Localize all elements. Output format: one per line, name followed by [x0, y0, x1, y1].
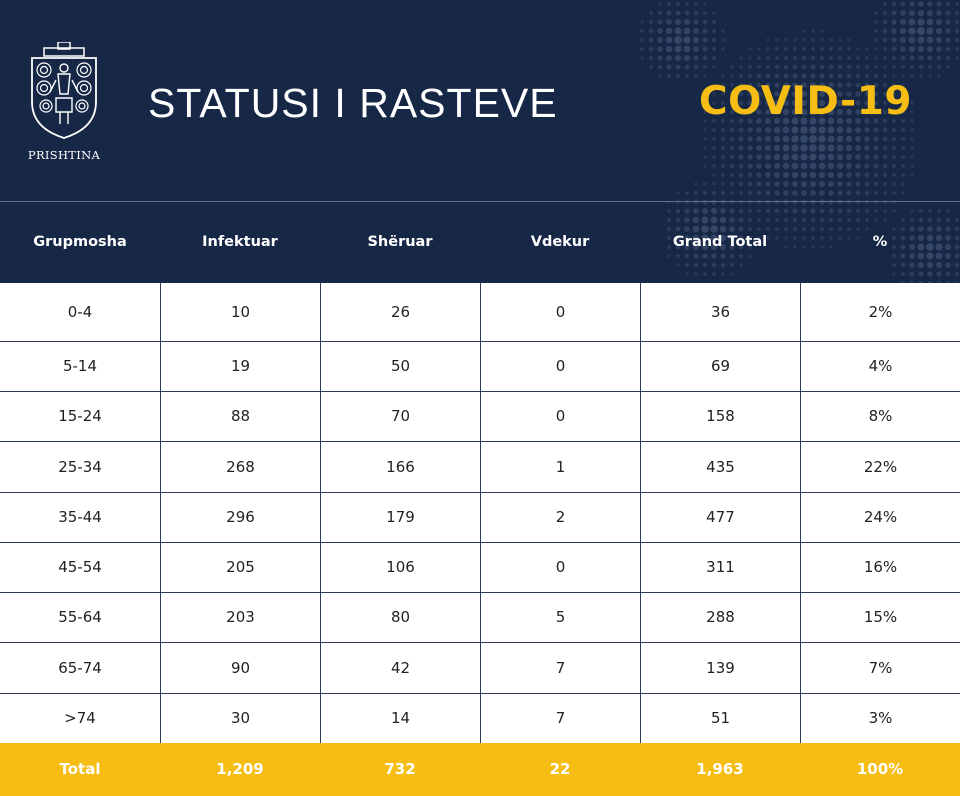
total-deceased: 22: [549, 760, 571, 778]
age-group-cell: 55-64: [58, 608, 102, 626]
page-title: STATUSI I RASTEVE: [148, 80, 558, 126]
virus-dots-icon: [640, 1, 960, 202]
age-group-cell: 0-4: [67, 303, 93, 321]
total-row: Total 1,209 732 22 1,963 100%: [0, 743, 960, 796]
infected-cell: 203: [160, 592, 320, 642]
header-divider: [0, 201, 960, 202]
percent-cell: 22%: [800, 441, 960, 492]
deceased-cell: 2: [480, 492, 640, 542]
recovered-cell: 26: [320, 283, 480, 341]
percent-cell: 3%: [800, 693, 960, 743]
grand-total-cell: 36: [640, 283, 800, 341]
prishtina-coat-of-arms-icon: [31, 42, 97, 139]
deceased-cell: 1: [480, 441, 640, 492]
percent-cell: 2%: [800, 283, 960, 341]
table-row: 35-44 296 179 2 477 24%: [0, 492, 960, 543]
recovered-cell: 14: [320, 693, 480, 743]
table-row: 5-14 19 50 0 69 4%: [0, 341, 960, 392]
deceased-cell: 0: [480, 283, 640, 341]
deceased-cell: 0: [480, 391, 640, 441]
recovered-cell: 179: [320, 492, 480, 542]
column-header-recovered: Shëruar: [367, 234, 433, 250]
infected-cell: 296: [160, 492, 320, 542]
infected-cell: 10: [160, 283, 320, 341]
infected-cell: 268: [160, 441, 320, 492]
covid-badge: COVID-19: [699, 79, 912, 124]
grand-total-cell: 139: [640, 642, 800, 693]
recovered-cell: 106: [320, 542, 480, 592]
age-group-cell: 15-24: [58, 407, 102, 425]
total-percent: 100%: [856, 760, 904, 778]
total-recovered: 732: [384, 760, 416, 778]
total-grand-total: 1,963: [696, 760, 744, 778]
table-row: >74 30 14 7 51 3%: [0, 693, 960, 743]
grand-total-cell: 158: [640, 391, 800, 441]
virus-dots-icon: [666, 202, 960, 283]
recovered-cell: 166: [320, 441, 480, 492]
age-group-cell: 25-34: [58, 457, 102, 476]
table-row: 65-74 90 42 7 139 7%: [0, 642, 960, 694]
age-group-cell: >74: [64, 709, 96, 727]
table-row: 55-64 203 80 5 288 15%: [0, 592, 960, 643]
percent-cell: 16%: [800, 542, 960, 592]
deceased-cell: 0: [480, 542, 640, 592]
recovered-cell: 70: [320, 391, 480, 441]
column-header-infected: Infektuar: [202, 234, 278, 250]
table-row: 15-24 88 70 0 158 8%: [0, 391, 960, 442]
deceased-cell: 0: [480, 341, 640, 391]
recovered-cell: 42: [320, 642, 480, 693]
recovered-cell: 50: [320, 341, 480, 391]
infected-cell: 30: [160, 693, 320, 743]
grand-total-cell: 477: [640, 492, 800, 542]
percent-cell: 4%: [800, 341, 960, 391]
total-label: Total: [59, 760, 101, 778]
grand-total-cell: 51: [640, 693, 800, 743]
percent-cell: 7%: [800, 642, 960, 693]
infected-cell: 205: [160, 542, 320, 592]
table-header: Grupmosha Infektuar Shëruar Vdekur Grand…: [0, 202, 960, 283]
deceased-cell: 5: [480, 592, 640, 642]
age-group-cell: 5-14: [62, 357, 98, 375]
percent-cell: 8%: [800, 391, 960, 441]
grand-total-cell: 288: [640, 592, 800, 642]
logo-caption: PRISHTINA: [27, 148, 101, 162]
age-group-cell: 65-74: [58, 658, 102, 677]
deceased-cell: 7: [480, 642, 640, 693]
column-header-age-group: Grupmosha: [33, 234, 127, 250]
percent-cell: 15%: [800, 592, 960, 642]
infected-cell: 19: [160, 341, 320, 391]
column-header-percent: %: [872, 234, 888, 250]
grand-total-cell: 435: [640, 441, 800, 492]
deceased-cell: 7: [480, 693, 640, 743]
column-header-deceased: Vdekur: [530, 234, 590, 250]
header-banner: PRISHTINA STATUSI I RASTEVE COVID-19: [0, 0, 960, 202]
age-group-cell: 35-44: [58, 508, 102, 526]
table-row: 25-34 268 166 1 435 22%: [0, 441, 960, 493]
age-group-cell: 45-54: [58, 558, 102, 576]
grand-total-cell: 311: [640, 542, 800, 592]
grand-total-cell: 69: [640, 341, 800, 391]
percent-cell: 24%: [800, 492, 960, 542]
total-infected: 1,209: [216, 760, 264, 778]
table-row: 0-4 10 26 0 36 2%: [0, 283, 960, 342]
infected-cell: 90: [160, 642, 320, 693]
prishtina-logo: PRISHTINA: [26, 42, 102, 166]
table-row: 45-54 205 106 0 311 16%: [0, 542, 960, 593]
column-header-grand-total: Grand Total: [672, 234, 768, 250]
infected-cell: 88: [160, 391, 320, 441]
recovered-cell: 80: [320, 592, 480, 642]
